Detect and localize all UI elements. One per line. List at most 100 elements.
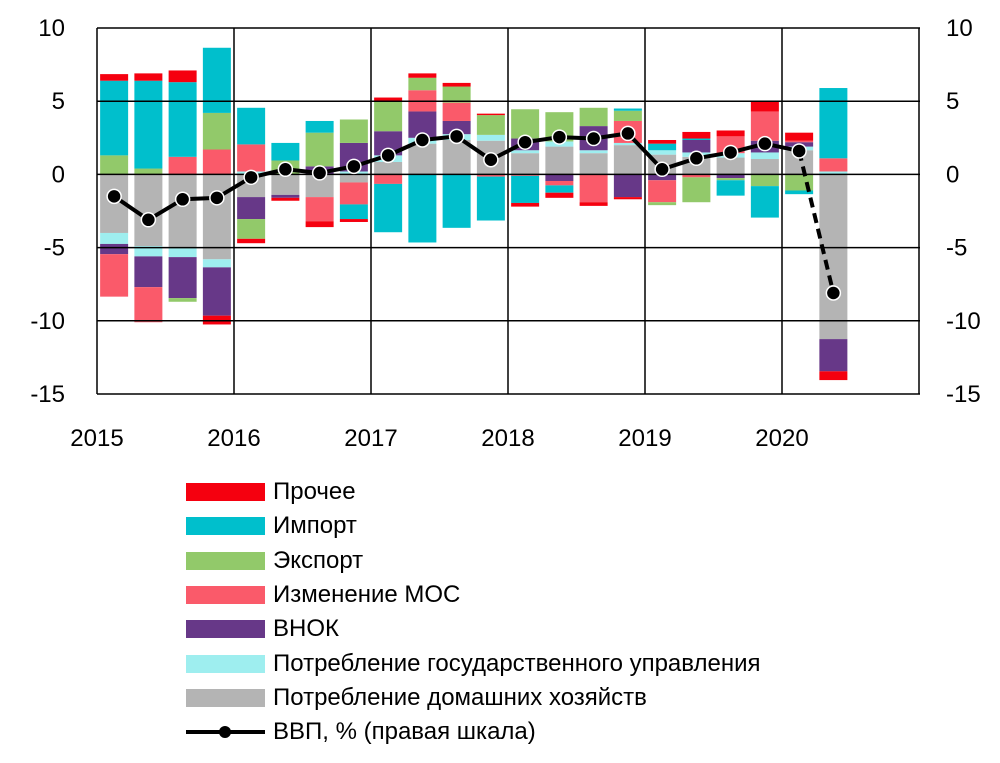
y-tick-left: -5 [44,235,65,262]
bar-segment-2019Q1-5 [648,143,677,151]
y-tick-right: 10 [946,15,973,42]
legend-swatch [186,654,265,673]
gdp-point [483,152,499,168]
bar-segment-2015Q1-2 [100,243,129,255]
bar-segment-2019Q3-0 [716,157,745,175]
x-tick-label: 2019 [618,425,671,452]
gdp-point [209,190,225,206]
bar-segment-2018Q3-3 [579,174,608,203]
bar-segment-2017Q2-6 [408,73,437,78]
bar-segment-2016Q4-3 [339,182,368,205]
legend-swatch [186,620,265,639]
bar-segment-2015Q1-6 [100,74,129,81]
bar-segment-2015Q3-6 [168,70,197,83]
bar-segment-2019Q3-5 [716,180,745,196]
gdp-point [825,285,842,301]
bar-segment-2018Q2-3 [545,180,574,186]
y-tick-left: -10 [30,308,65,335]
bar-segment-2019Q2-5 [682,138,711,140]
bar-segment-2017Q1-0 [374,161,403,175]
y-tick-right: 5 [946,88,959,115]
y-tick-right: -10 [946,308,981,335]
bar-segment-2016Q1-4 [237,219,266,239]
gdp-point [174,191,191,208]
gdp-point [551,129,568,145]
bar-segment-2017Q4-3 [476,174,505,177]
gdp-point [722,144,739,161]
bar-segment-2019Q2-2 [682,139,711,153]
legend-label: Экспорт [273,546,364,574]
bar-segment-2019Q1-6 [648,139,677,144]
legend-item: ВНОК [186,612,760,646]
legend-label: ВВП, % (правая шкала) [273,718,536,746]
bar-segment-2018Q4-2 [613,174,642,198]
bar-segment-2019Q3-4 [716,178,745,181]
bar-segment-2015Q3-2 [168,257,197,299]
bar-segment-2017Q4-1 [476,134,505,141]
bar-segment-2020Q1-6 [785,132,814,141]
bar-segment-2018Q3-1 [579,150,608,154]
bar-segment-2019Q4-0 [750,159,779,175]
legend-swatch [186,586,265,605]
bar-segment-2017Q3-2 [442,120,471,135]
bar-segment-2017Q3-3 [442,102,471,121]
bar-segment-2020Q1-5 [785,190,814,195]
bar-segment-2017Q4-5 [476,176,505,221]
bar-segment-2016Q4-0 [339,174,368,183]
bar-segment-2015Q2-1 [134,246,163,257]
bar-segment-2017Q4-6 [476,113,505,116]
bar-segment-2015Q2-2 [134,256,163,288]
bar-segment-2017Q2-5 [408,174,437,243]
bar-segment-2020Q1-3 [785,140,814,143]
x-tick-label: 2015 [70,425,123,452]
gdp-point [517,134,533,150]
gdp-point [585,130,602,147]
x-tick-label: 2017 [344,425,397,452]
legend-label: Потребление государственного управления [273,649,761,677]
bar-segment-2015Q4-2 [202,267,231,316]
bar-segment-2017Q2-0 [408,143,437,175]
bar-segment-2017Q3-5 [442,174,471,228]
bar-segment-2020Q2-2 [819,339,848,372]
bar-segment-2018Q2-0 [545,146,574,175]
gdp-point [791,143,807,159]
bar-segment-2018Q3-0 [579,153,608,175]
bar-segment-2018Q4-1 [613,142,642,146]
bar-segment-2015Q4-1 [202,259,231,268]
legend: Прочее Импорт Экспорт Изменение МОС ВНОК Потр… [186,475,760,749]
bar-segment-2017Q1-6 [374,97,403,102]
y-tick-left: -15 [30,381,65,408]
legend-item: Импорт [186,509,760,543]
bar-segment-2015Q2-4 [134,168,163,175]
bar-segment-2018Q4-5 [613,108,642,111]
bar-segment-2016Q4-4 [339,119,368,143]
bar-segment-2018Q2-5 [545,185,574,193]
bar-segment-2019Q4-4 [750,174,779,187]
bar-segment-2016Q1-3 [237,144,266,172]
bar-segment-2018Q4-6 [613,197,642,200]
bar-segment-2015Q1-1 [100,232,129,244]
bar-segment-2016Q3-6 [305,221,334,228]
bar-segment-2015Q3-4 [168,298,197,302]
x-tick-label: 2020 [755,425,808,452]
bar-segment-2015Q3-1 [168,248,197,258]
legend-line-marker-icon [186,723,265,741]
legend-item: ВВП, % (правая шкала) [186,715,760,749]
bar-segment-2015Q4-0 [202,174,231,260]
bar-segment-2015Q3-3 [168,156,197,175]
gdp-point [757,135,773,152]
bar-segment-2015Q4-5 [202,47,231,113]
bar-segment-2018Q2-2 [545,174,574,181]
legend-label: Прочее [273,478,356,506]
bar-segment-2019Q2-6 [682,131,711,139]
bar-segment-2018Q4-4 [613,110,642,121]
bar-segment-2018Q1-6 [511,202,540,207]
bar-segment-2018Q1-1 [511,150,540,154]
bar-segment-2016Q3-0 [305,174,334,198]
bar-segment-2015Q4-3 [202,149,231,175]
legend-swatch [186,483,265,502]
legend-swatch [186,551,265,570]
legend-label: ВНОК [273,615,339,643]
bar-segment-2019Q3-6 [716,130,745,137]
gdp-point [380,147,396,164]
